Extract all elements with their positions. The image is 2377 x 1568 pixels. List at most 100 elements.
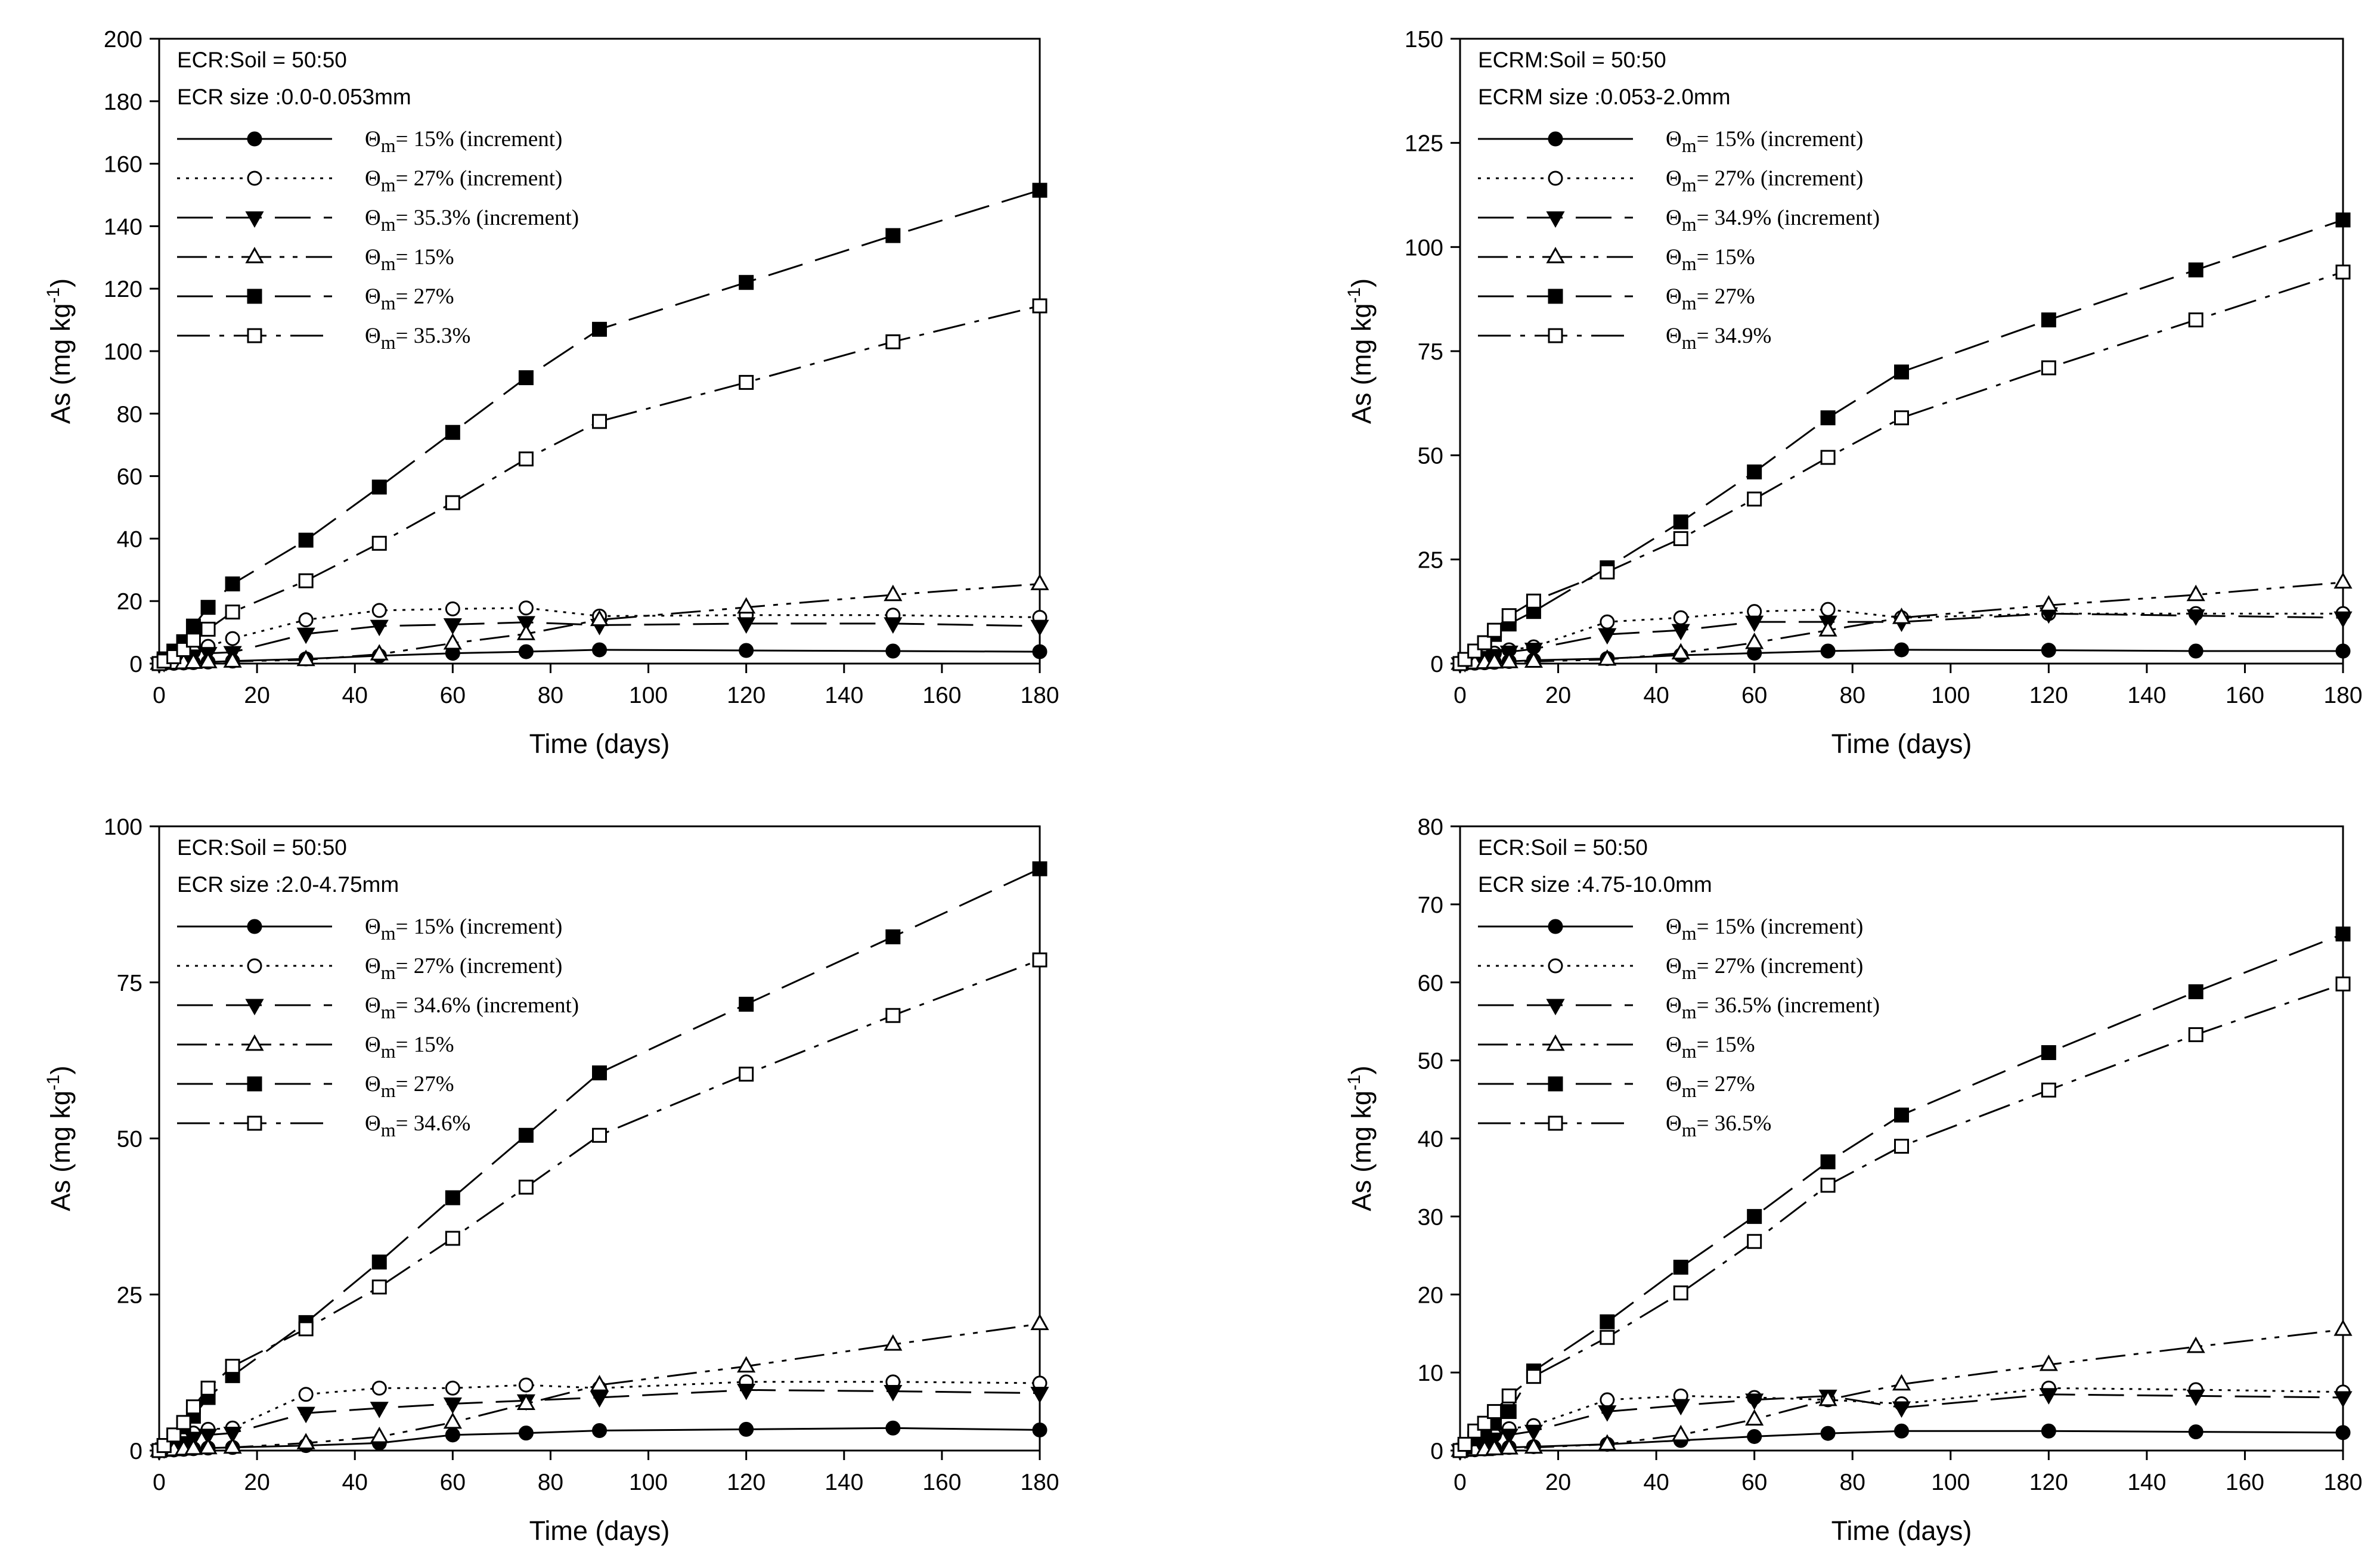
- data-point: [737, 597, 756, 614]
- data-point: [592, 1127, 607, 1143]
- data-point: [1485, 652, 1504, 669]
- legend-label: Θm= 15%: [1666, 245, 1755, 274]
- legend-title-line: ECRM:Soil = 50:50: [1478, 48, 1666, 72]
- data-point: [1818, 620, 1837, 637]
- data-point: [445, 1231, 460, 1246]
- legend-subscript: m: [381, 213, 396, 235]
- data-point: [1600, 564, 1615, 580]
- data-point: [737, 1383, 756, 1400]
- y-tick-label: 50: [1418, 1049, 1443, 1074]
- data-point: [176, 1415, 191, 1430]
- legend-symbol: Θ: [1666, 324, 1682, 348]
- data-point: [1671, 1399, 1690, 1416]
- legend-text: = 35.3% (increment): [396, 206, 579, 230]
- y-tick-label: 70: [1418, 893, 1443, 918]
- legend-symbol: Θ: [365, 915, 381, 939]
- series-1: [151, 642, 1048, 671]
- data-point: [298, 1387, 314, 1402]
- y-tick-label: 20: [117, 589, 142, 615]
- data-point: [1820, 602, 1836, 617]
- legend-text: = 15% (increment): [396, 127, 563, 151]
- y-tick-label: 180: [104, 89, 142, 115]
- data-point: [1030, 1313, 1049, 1330]
- data-point: [371, 1380, 387, 1396]
- x-tick-label: 80: [1840, 1470, 1865, 1495]
- legend-text: = 34.6%: [396, 1111, 471, 1136]
- data-point: [1892, 608, 1911, 624]
- data-point: [1673, 1259, 1688, 1275]
- legend-subscript: m: [381, 292, 396, 314]
- data-point: [1892, 1401, 1911, 1418]
- data-point: [2041, 643, 2056, 658]
- series-3: [150, 1383, 1049, 1461]
- data-point: [2186, 1336, 2205, 1353]
- data-point: [1818, 1389, 1837, 1406]
- x-tick-label: 100: [629, 1470, 668, 1495]
- legend-subscript: m: [1682, 922, 1697, 944]
- y-tick-label: 60: [117, 464, 142, 490]
- x-tick-label: 140: [2127, 1470, 2166, 1495]
- series-6: [1452, 976, 2351, 1458]
- data-point: [2335, 926, 2351, 942]
- y-axis-label-exponent: -1: [44, 1074, 63, 1090]
- data-point: [885, 228, 901, 243]
- legend-text: = 27%: [396, 1072, 454, 1096]
- data-point: [518, 1179, 534, 1195]
- legend-text: = 15% (increment): [1697, 915, 1864, 939]
- legend-marker: [1548, 328, 1563, 343]
- legend-subscript: m: [381, 174, 396, 196]
- legend-label: Θm= 34.6%: [365, 1111, 470, 1141]
- series-1: [151, 1420, 1048, 1458]
- data-point: [298, 573, 314, 588]
- y-tick-label: 10: [1418, 1361, 1443, 1386]
- legend-symbol: Θ: [1666, 1033, 1682, 1057]
- data-point: [1032, 1422, 1048, 1437]
- legend-item: Θm= 35.3%: [177, 324, 470, 353]
- data-point: [223, 1427, 242, 1443]
- series-5: [1452, 212, 2351, 671]
- legend-label: Θm= 36.5%: [1666, 1111, 1771, 1141]
- data-point: [2186, 1389, 2205, 1406]
- data-point: [1526, 1369, 1541, 1384]
- legend-marker: [245, 246, 264, 264]
- legend-label: Θm= 36.5% (increment): [1666, 993, 1880, 1022]
- data-point: [1747, 1428, 1762, 1444]
- legend-symbol: Θ: [1666, 127, 1682, 151]
- legend-subscript: m: [381, 1080, 396, 1101]
- legend-marker: [1546, 211, 1565, 228]
- data-point: [1894, 364, 1909, 380]
- legend-subscript: m: [381, 1040, 396, 1062]
- data-point: [885, 334, 901, 349]
- legend-item: Θm= 27%: [177, 284, 454, 314]
- legend-text: = 15% (increment): [396, 915, 563, 939]
- data-point: [1600, 614, 1615, 630]
- data-point: [518, 1377, 534, 1393]
- y-axis-label-close: ): [1346, 1065, 1377, 1074]
- y-tick-label: 40: [117, 526, 142, 552]
- legend-symbol: Θ: [365, 1033, 381, 1057]
- legend-label: Θm= 15%: [365, 245, 454, 274]
- y-axis-label: As (mg kg-1): [44, 1065, 76, 1211]
- data-point: [1600, 1392, 1615, 1408]
- legend-marker: [1548, 289, 1563, 304]
- data-point: [1477, 635, 1492, 650]
- legend-text: = 34.9%: [1697, 324, 1772, 348]
- data-point: [2335, 1425, 2351, 1440]
- legend-text: = 34.6% (increment): [396, 993, 579, 1018]
- data-point: [1598, 1405, 1617, 1422]
- legend-subscript: m: [381, 135, 396, 156]
- data-point: [1524, 651, 1543, 668]
- data-point: [2039, 595, 2058, 612]
- data-point: [445, 1427, 460, 1443]
- data-point: [2188, 1424, 2204, 1440]
- y-axis-label-close: ): [45, 1065, 76, 1074]
- data-point: [1032, 182, 1048, 198]
- legend-marker: [245, 999, 264, 1016]
- data-point: [225, 631, 240, 646]
- data-point: [2188, 984, 2204, 999]
- legend-marker: [245, 1034, 264, 1051]
- data-point: [1747, 1208, 1762, 1224]
- x-tick-label: 20: [244, 683, 269, 708]
